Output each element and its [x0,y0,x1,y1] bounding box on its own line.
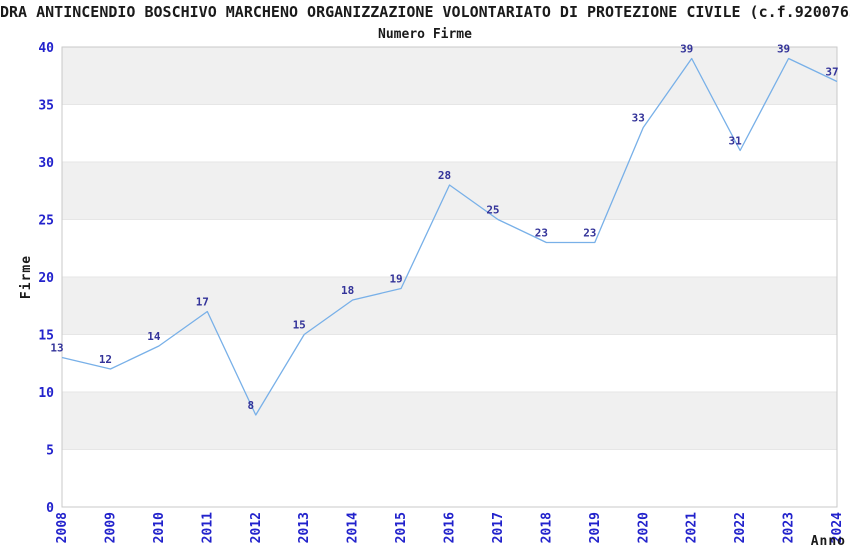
y-tick-label: 30 [38,156,54,171]
x-tick-label: 2017 [491,512,506,543]
data-label: 23 [583,227,596,240]
x-tick-label: 2014 [346,512,361,543]
data-label: 39 [777,43,790,56]
plot-border [61,46,838,508]
x-tick-label: 2008 [55,512,70,543]
data-label: 8 [247,399,254,412]
x-tick-label: 2009 [103,512,118,543]
x-tick-label: 2023 [782,512,797,543]
y-tick-label: 10 [38,386,54,401]
data-label: 12 [99,353,112,366]
data-label: 15 [293,319,306,332]
data-label: 31 [729,135,743,148]
y-tick-label: 5 [46,444,54,459]
plot-band [62,47,837,105]
data-label: 25 [486,204,499,217]
data-label: 13 [50,342,63,355]
y-tick-label: 35 [38,99,54,114]
x-tick-label: 2012 [249,512,264,543]
y-tick-label: 15 [38,329,54,344]
y-tick-label: 20 [38,271,54,286]
plot-band [62,392,837,450]
x-axis-title: Anno [811,534,846,549]
data-label: 23 [535,227,548,240]
plot-band [62,277,837,335]
x-tick-label: 2016 [443,512,458,543]
plot-band [62,162,837,220]
x-tick-label: 2015 [394,512,409,543]
x-tick-label: 2018 [539,512,554,543]
data-label: 17 [196,296,209,309]
data-label: 14 [147,330,161,343]
data-label: 18 [341,284,354,297]
data-line [61,57,838,416]
x-tick-label: 2013 [297,512,312,543]
chart-subtitle: Numero Firme [378,27,472,42]
x-tick-label: 2020 [636,512,651,543]
y-tick-label: 0 [46,501,54,516]
chart-title: DRA ANTINCENDIO BOSCHIVO MARCHENO ORGANI… [0,4,850,20]
data-label: 37 [825,66,838,79]
data-label: 19 [389,273,402,286]
x-tick-label: 2024 [830,512,845,543]
y-tick-label: 25 [38,214,54,229]
data-label: 28 [438,169,451,182]
data-label: 33 [632,112,645,125]
y-axis-title: Firme [19,255,34,299]
x-tick-label: 2019 [588,512,603,543]
data-label: 39 [680,43,693,56]
x-tick-label: 2010 [152,512,167,543]
x-tick-label: 2022 [733,512,748,543]
x-tick-label: 2011 [200,512,215,543]
x-tick-label: 2021 [685,512,700,543]
y-tick-label: 40 [38,41,54,56]
